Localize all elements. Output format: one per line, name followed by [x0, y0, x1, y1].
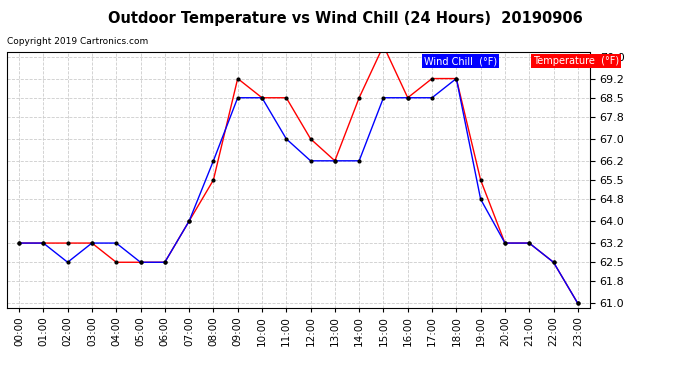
Text: Outdoor Temperature vs Wind Chill (24 Hours)  20190906: Outdoor Temperature vs Wind Chill (24 Ho… — [108, 11, 582, 26]
Text: Copyright 2019 Cartronics.com: Copyright 2019 Cartronics.com — [7, 38, 148, 46]
Text: Temperature  (°F): Temperature (°F) — [533, 56, 619, 66]
Text: Wind Chill  (°F): Wind Chill (°F) — [424, 56, 497, 66]
